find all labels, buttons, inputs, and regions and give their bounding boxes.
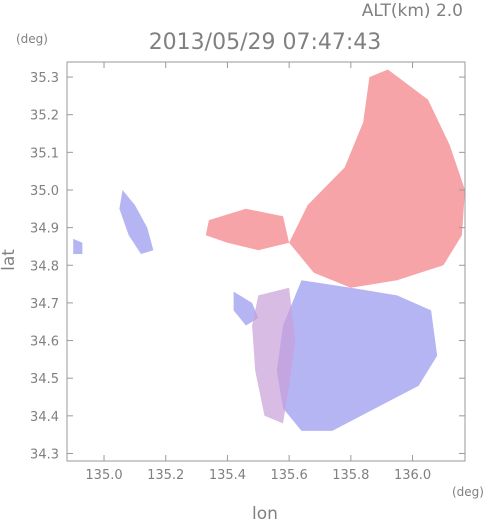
velocity-region-4 (233, 291, 259, 326)
y-tick-label: 34.3 (30, 447, 59, 462)
velocity-region-2 (276, 280, 438, 431)
plot-frame (66, 61, 466, 462)
x-tick-label: 135.8 (332, 468, 369, 483)
x-axis-label: lon (252, 504, 278, 521)
y-tick-label: 35.0 (30, 184, 59, 199)
x-tick-label: 135.6 (271, 468, 308, 483)
velocity-region-3 (119, 190, 154, 254)
y-unit-label: (deg) (16, 32, 48, 46)
y-tick-label: 34.4 (30, 410, 59, 425)
y-axis-ticks: 34.3 34.4 34.5 34.6 34.7 34.8 34.9 35.0 35.1 35.2… (30, 71, 465, 462)
velocity-region-5 (205, 208, 290, 251)
y-tick-label: 34.7 (30, 297, 59, 312)
y-tick-label: 35.3 (30, 71, 59, 86)
x-axis-ticks: 135.0 135.2 135.4 135.6 135.8 136.0 (85, 62, 431, 483)
y-tick-label: 35.2 (30, 109, 59, 124)
x-tick-label: 135.4 (209, 468, 246, 483)
y-tick-label: 34.5 (30, 372, 59, 387)
x-tick-label: 136.0 (394, 468, 431, 483)
y-tick-label: 35.1 (30, 146, 59, 161)
x-tick-label: 135.2 (147, 468, 184, 483)
velocity-region-1 (289, 69, 465, 288)
y-tick-label: 34.9 (30, 222, 59, 237)
altitude-label: ALT(km) 2.0 (362, 1, 463, 21)
x-unit-label: (deg) (452, 485, 484, 499)
velocity-region-6 (252, 287, 296, 424)
y-tick-label: 34.6 (30, 335, 59, 350)
velocity-region-7 (73, 238, 83, 254)
y-axis-label: lat (0, 249, 19, 271)
plot-area (66, 61, 466, 462)
y-tick-label: 34.8 (30, 259, 59, 274)
x-tick-label: 135.0 (85, 468, 122, 483)
chart-title: 2013/05/29 07:47:43 (149, 30, 382, 55)
